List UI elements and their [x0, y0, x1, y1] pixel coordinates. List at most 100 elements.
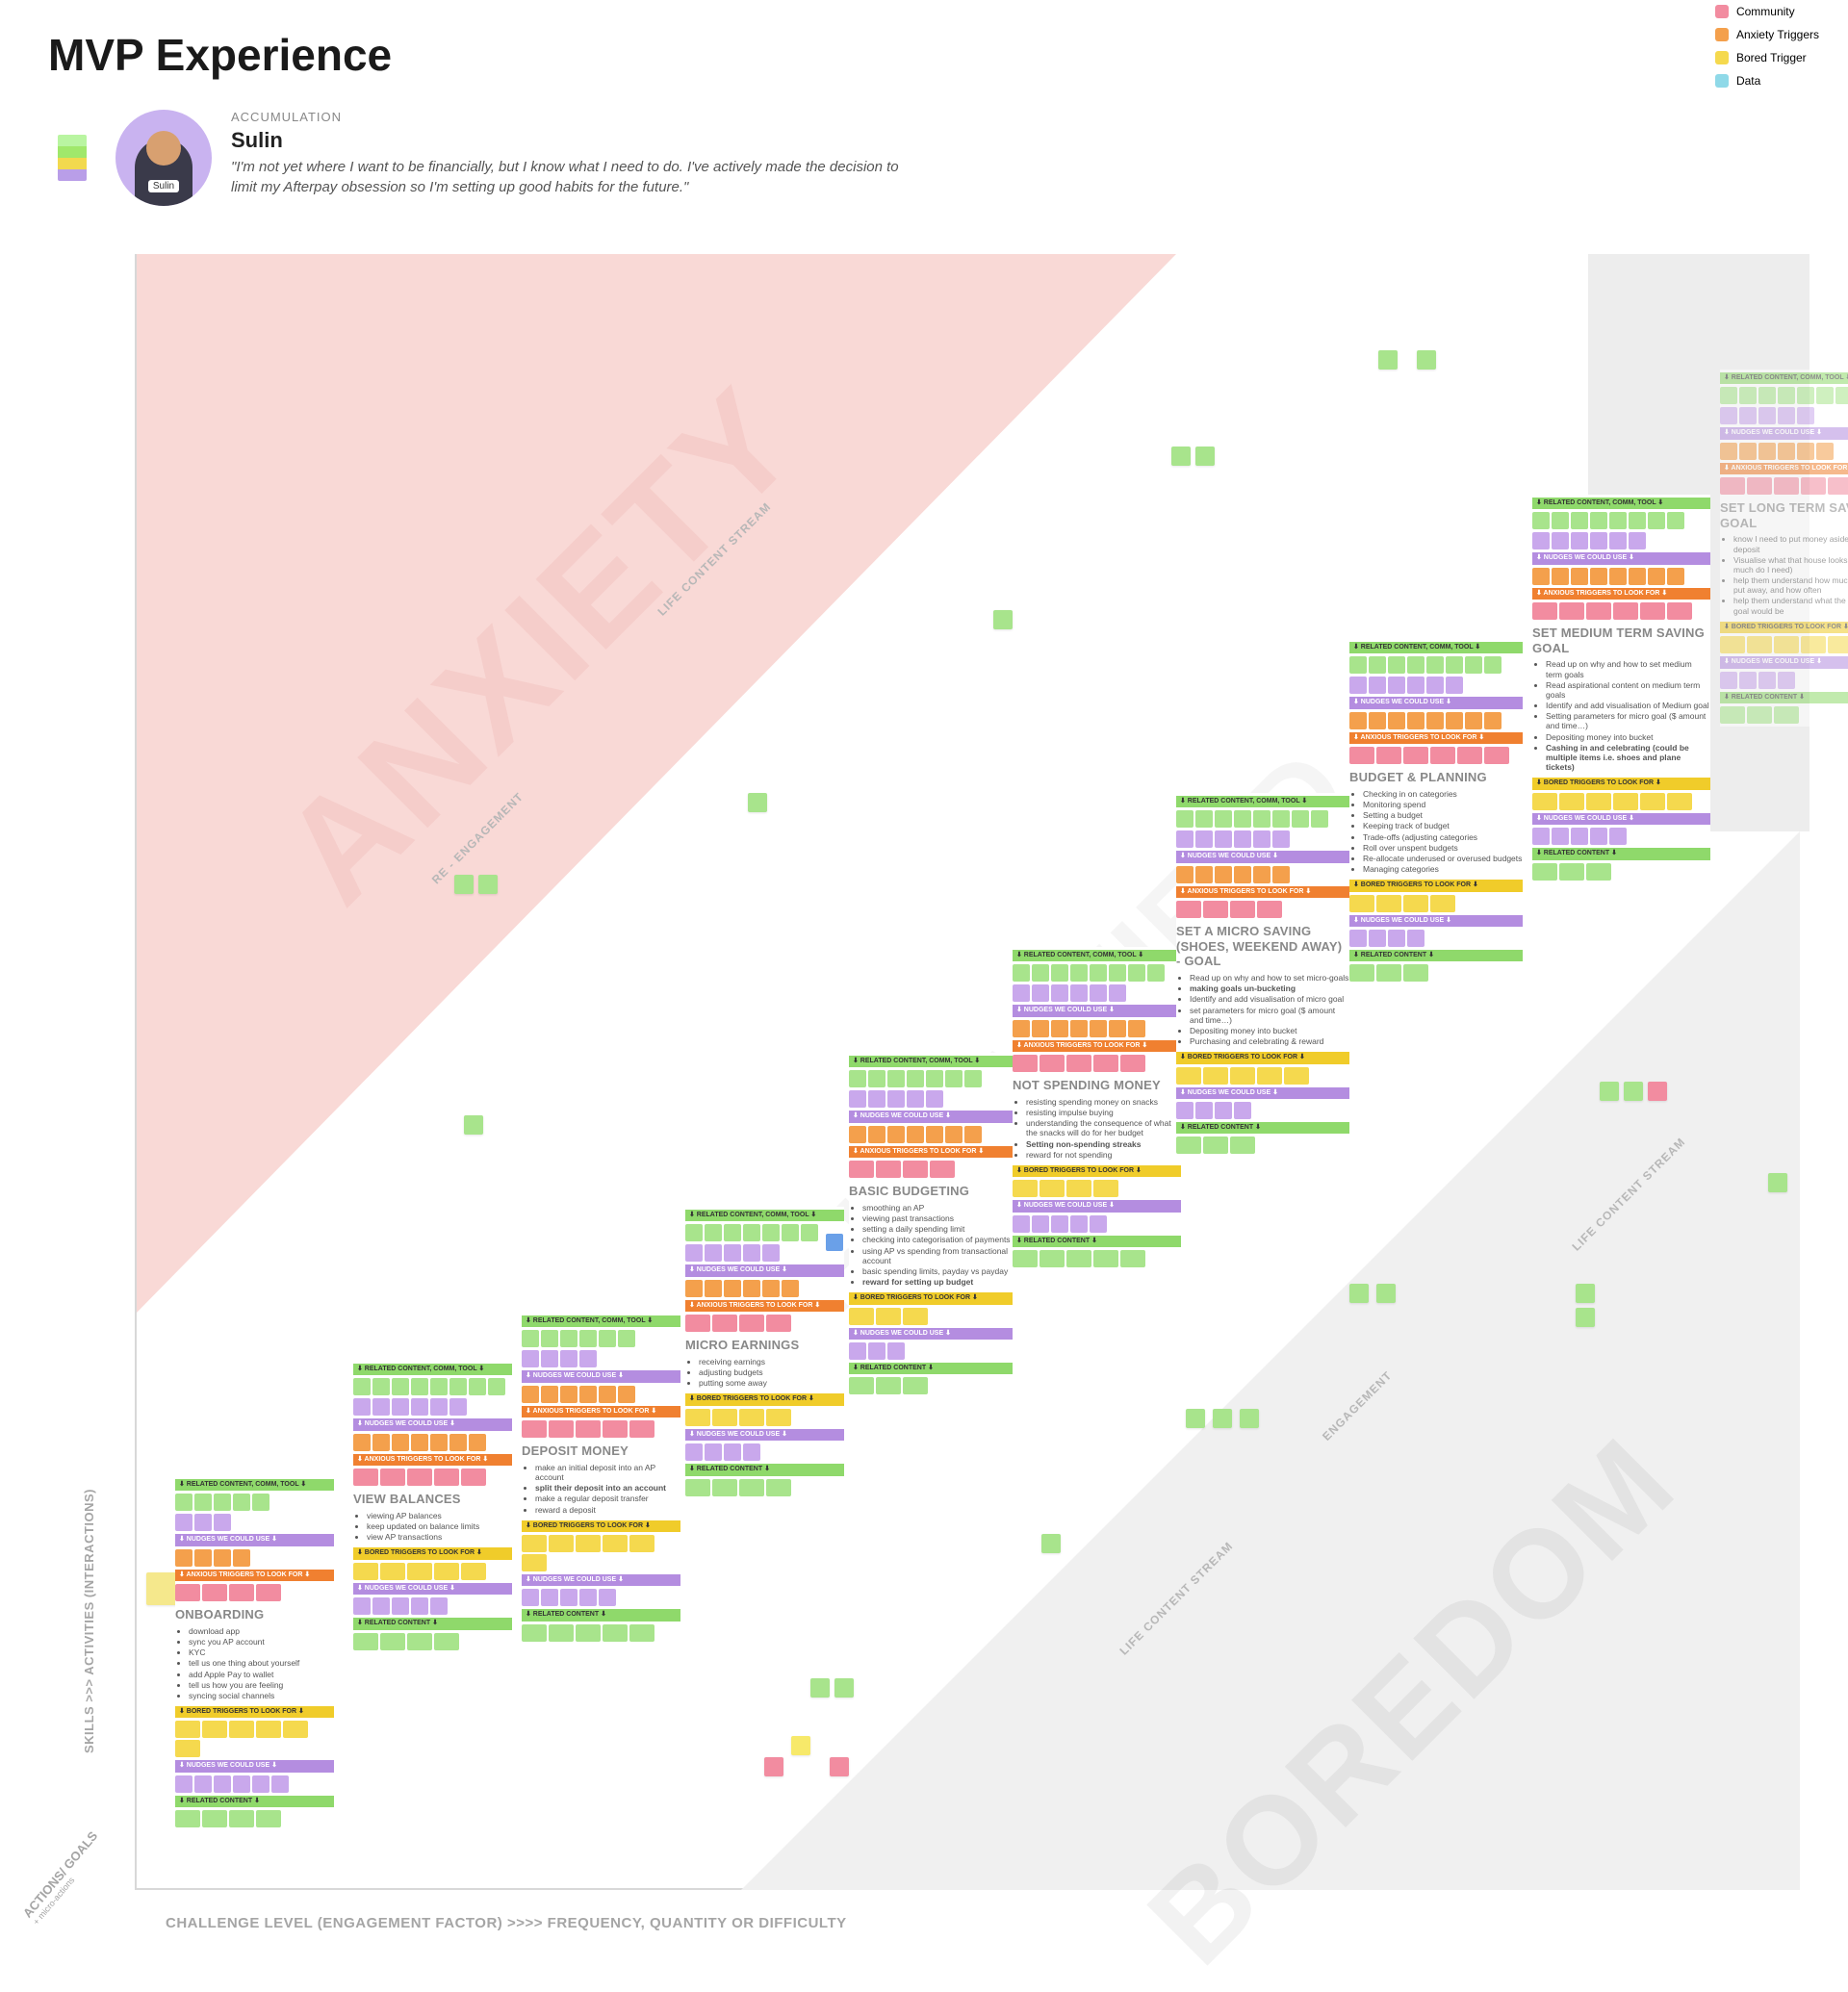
card-title: DEPOSIT MONEY — [522, 1443, 680, 1459]
sticky-note — [464, 1115, 483, 1135]
card-bullet: know I need to put money aside for a hou… — [1733, 534, 1848, 553]
section-band: ⬇ ANXIOUS TRIGGERS TO LOOK FOR ⬇ — [1176, 886, 1349, 898]
sticky-note — [1240, 1409, 1259, 1428]
section-band: ⬇ RELATED CONTENT, COMM, TOOL ⬇ — [175, 1479, 334, 1491]
diagonal-label: LIFE CONTENT STREAM — [1117, 1539, 1236, 1657]
card-bullet: Read aspirational content on medium term… — [1546, 680, 1710, 700]
section-band: ⬇ ANXIOUS TRIGGERS TO LOOK FOR ⬇ — [1532, 588, 1710, 600]
diagonal-label: LIFE CONTENT STREAM — [655, 499, 774, 618]
section-band: ⬇ RELATED CONTENT, COMM, TOOL ⬇ — [1176, 796, 1349, 807]
section-band: ⬇ RELATED CONTENT, COMM, TOOL ⬇ — [1349, 642, 1523, 653]
persona-avatar: Sulin — [116, 110, 212, 206]
section-band: ⬇ NUDGES WE COULD USE ⬇ — [849, 1111, 1013, 1122]
card-bullet: reward for not spending — [1026, 1150, 1181, 1160]
sticky-note — [454, 875, 474, 894]
section-band: ⬇ NUDGES WE COULD USE ⬇ — [1176, 851, 1349, 862]
card-bullet: make a regular deposit transfer — [535, 1494, 680, 1503]
section-band: ⬇ RELATED CONTENT, COMM, TOOL ⬇ — [522, 1315, 680, 1327]
card-bullet: resisting impulse buying — [1026, 1108, 1181, 1117]
persona-quote: "I'm not yet where I want to be financia… — [231, 157, 924, 197]
diagonal-label: RE - ENGAGEMENT — [429, 790, 526, 887]
section-band: ⬇ BORED TRIGGERS TO LOOK FOR ⬇ — [1720, 622, 1848, 633]
card-bullet: Monitoring spend — [1363, 800, 1523, 809]
card-title: MICRO EARNINGS — [685, 1338, 844, 1353]
sticky-note — [1171, 447, 1191, 466]
section-band: ⬇ NUDGES WE COULD USE ⬇ — [1532, 552, 1710, 564]
section-band: ⬇ ANXIOUS TRIGGERS TO LOOK FOR ⬇ — [175, 1570, 334, 1581]
card-bullet: Read up on why and how to set medium ter… — [1546, 659, 1710, 678]
sticky-note — [1195, 447, 1215, 466]
section-band: ⬇ NUDGES WE COULD USE ⬇ — [353, 1583, 512, 1595]
card-bullet: split their deposit into an account — [535, 1483, 680, 1493]
card-bullet: Setting parameters for micro goal ($ amo… — [1546, 711, 1710, 730]
section-band: ⬇ NUDGES WE COULD USE ⬇ — [353, 1418, 512, 1430]
section-band: ⬇ NUDGES WE COULD USE ⬇ — [1176, 1087, 1349, 1099]
sticky-note — [1600, 1082, 1619, 1101]
sticky-note — [1378, 350, 1398, 370]
diagonal-label: LIFE CONTENT STREAM — [1570, 1135, 1688, 1253]
sticky-note — [1349, 1284, 1369, 1303]
card-bullet: checking into categorisation of payments — [862, 1235, 1013, 1244]
card-bullet: Roll over unspent budgets — [1363, 843, 1523, 853]
card-bullet: Identify and add visualisation of micro … — [1190, 994, 1349, 1004]
section-band: ⬇ BORED TRIGGERS TO LOOK FOR ⬇ — [849, 1292, 1013, 1304]
watermark-boredom: BOREDOM — [1120, 1409, 1704, 1992]
card-bullet: using AP vs spending from transactional … — [862, 1246, 1013, 1265]
section-band: ⬇ BORED TRIGGERS TO LOOK FOR ⬇ — [1176, 1052, 1349, 1063]
section-band: ⬇ RELATED CONTENT ⬇ — [1176, 1122, 1349, 1134]
journey-card-long-goal: ⬇ RELATED CONTENT, COMM, TOOL ⬇ ⬇ NUDGES… — [1720, 370, 1848, 727]
legend-item: Community — [1715, 0, 1819, 23]
y-axis-label: SKILLS >>> ACTIVITIES (INTERACTIONS) — [82, 1489, 96, 1753]
section-band: ⬇ NUDGES WE COULD USE ⬇ — [1720, 427, 1848, 439]
journey-card-deposit-money: ⬇ RELATED CONTENT, COMM, TOOL ⬇ ⬇ NUDGES… — [522, 1313, 680, 1645]
section-band: ⬇ RELATED CONTENT ⬇ — [1013, 1236, 1181, 1247]
section-band: ⬇ NUDGES WE COULD USE ⬇ — [1532, 813, 1710, 825]
card-bullet: Read up on why and how to set micro-goal… — [1190, 973, 1349, 983]
sticky-note — [1041, 1534, 1061, 1553]
section-band: ⬇ RELATED CONTENT ⬇ — [1720, 692, 1848, 703]
card-bullet: smoothing an AP — [862, 1203, 1013, 1213]
card-bullet: resisting spending money on snacks — [1026, 1097, 1181, 1107]
card-bullet: help them understand how much they shoul… — [1733, 575, 1848, 595]
card-bullet: set parameters for micro goal ($ amount … — [1190, 1006, 1349, 1025]
section-band: ⬇ RELATED CONTENT, COMM, TOOL ⬇ — [1013, 950, 1181, 961]
card-bullet: adjusting budgets — [699, 1367, 844, 1377]
persona-block: Sulin ACCUMULATION Sulin "I'm not yet wh… — [0, 90, 1848, 235]
card-bullet: viewing past transactions — [862, 1213, 1013, 1223]
card-bullet: Visualise what that house looks like (ho… — [1733, 555, 1848, 575]
section-band: ⬇ NUDGES WE COULD USE ⬇ — [522, 1370, 680, 1382]
section-band: ⬇ RELATED CONTENT ⬇ — [1349, 950, 1523, 961]
journey-card-budget-planning: ⬇ RELATED CONTENT, COMM, TOOL ⬇ ⬇ NUDGES… — [1349, 639, 1523, 984]
card-bullet: reward a deposit — [535, 1505, 680, 1515]
section-band: ⬇ RELATED CONTENT, COMM, TOOL ⬇ — [1532, 498, 1710, 509]
card-bullet: Purchasing and celebrating & reward — [1190, 1036, 1349, 1046]
journey-card-basic-budgeting: ⬇ RELATED CONTENT, COMM, TOOL ⬇ ⬇ NUDGES… — [849, 1053, 1013, 1397]
card-bullet: Keeping track of budget — [1363, 821, 1523, 830]
section-band: ⬇ RELATED CONTENT, COMM, TOOL ⬇ — [353, 1364, 512, 1375]
persona-name: Sulin — [231, 128, 924, 153]
sticky-note — [834, 1678, 854, 1698]
card-bullet: reward for setting up budget — [862, 1277, 1013, 1287]
section-band: ⬇ RELATED CONTENT ⬇ — [522, 1609, 680, 1621]
legend-item: Anxiety Triggers — [1715, 23, 1819, 46]
card-title: ONBOARDING — [175, 1607, 334, 1622]
card-bullet: tell us how you are feeling — [189, 1680, 334, 1690]
section-band: ⬇ RELATED CONTENT ⬇ — [685, 1464, 844, 1475]
section-band: ⬇ RELATED CONTENT, COMM, TOOL ⬇ — [685, 1210, 844, 1221]
section-band: ⬇ RELATED CONTENT ⬇ — [849, 1363, 1013, 1374]
card-bullet: making goals un-bucketing — [1190, 983, 1349, 993]
sticky-note — [1576, 1308, 1595, 1327]
section-band: ⬇ NUDGES WE COULD USE ⬇ — [685, 1264, 844, 1276]
card-bullet: Depositing money into bucket — [1190, 1026, 1349, 1035]
y-axis-label-2: ACTIONS/ GOALS+ micro-actions — [20, 1828, 108, 1927]
page-title: MVP Experience — [0, 0, 1848, 90]
section-band: ⬇ BORED TRIGGERS TO LOOK FOR ⬇ — [1532, 778, 1710, 789]
card-bullet: Setting non-spending streaks — [1026, 1139, 1181, 1149]
section-band: ⬇ NUDGES WE COULD USE ⬇ — [175, 1760, 334, 1772]
section-band: ⬇ ANXIOUS TRIGGERS TO LOOK FOR ⬇ — [1349, 732, 1523, 744]
section-band: ⬇ BORED TRIGGERS TO LOOK FOR ⬇ — [1349, 880, 1523, 891]
card-bullet: Setting a budget — [1363, 810, 1523, 820]
section-band: ⬇ ANXIOUS TRIGGERS TO LOOK FOR ⬇ — [353, 1454, 512, 1466]
journey-card-micro-earnings: ⬇ RELATED CONTENT, COMM, TOOL ⬇ ⬇ NUDGES… — [685, 1207, 844, 1499]
journey-card-medium-goal: ⬇ RELATED CONTENT, COMM, TOOL ⬇ ⬇ NUDGES… — [1532, 495, 1710, 883]
